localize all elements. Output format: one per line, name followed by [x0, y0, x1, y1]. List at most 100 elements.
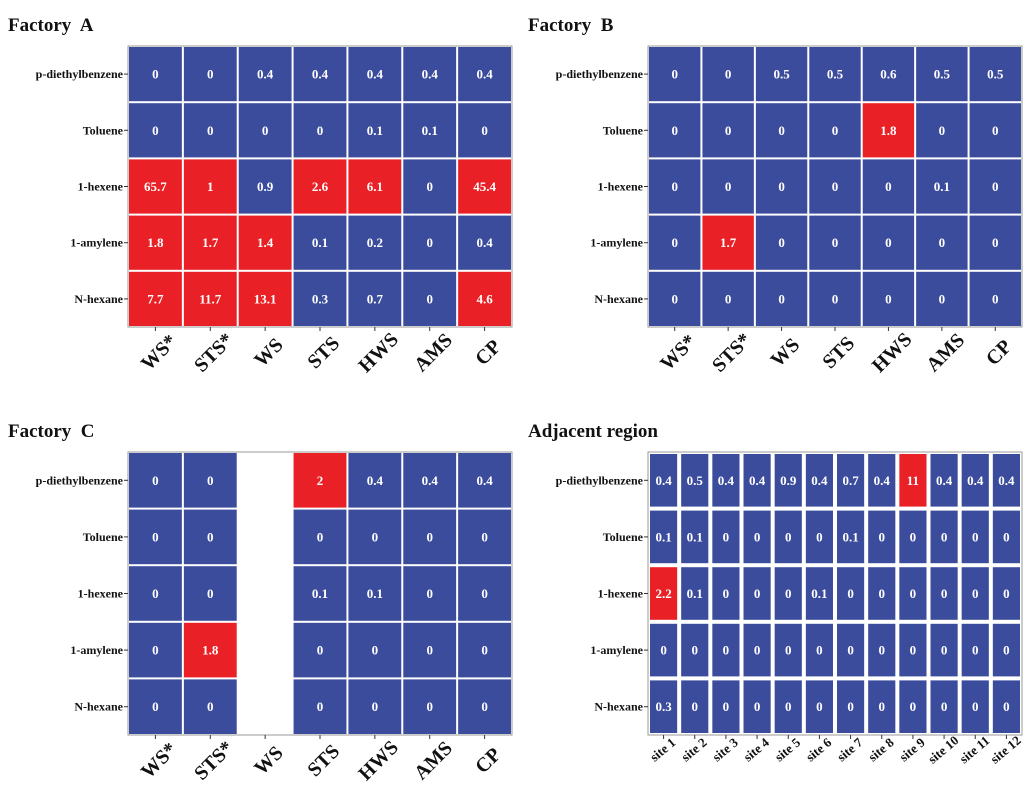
cell-value-label: 0 — [941, 529, 948, 544]
row-label: p-diethylbenzene — [556, 473, 644, 487]
heatmap-cell-toluene-ws-star — [649, 103, 701, 158]
column-label: AMS — [410, 737, 457, 784]
cell-value-label: 0 — [317, 643, 324, 658]
row-label: Toluene — [83, 530, 124, 544]
cell-value-label: 0 — [832, 179, 839, 194]
cell-value-label: 0 — [754, 699, 761, 714]
cell-value-label: 0.1 — [312, 235, 328, 250]
heatmap-cell-n-hexane-sts-star — [183, 679, 237, 734]
row-label: N-hexane — [594, 292, 643, 306]
heatmap-cell-1-amylene-ams — [403, 215, 457, 270]
heatmap-cell-1-amylene-site-4 — [743, 623, 771, 677]
heatmap-cell-p-diethylbenzene-hws — [348, 453, 402, 508]
heatmap-cell-1-hexene-ws — [755, 159, 808, 214]
heatmap-cell-1-hexene-site-5 — [774, 567, 802, 620]
heatmap-cell-toluene-site-8 — [868, 510, 896, 564]
column-label: WS* — [656, 330, 701, 375]
column-label: STS* — [708, 329, 756, 377]
heatmap-cell-1-hexene-site-6 — [805, 567, 833, 620]
row-label: N-hexane — [74, 700, 123, 714]
heatmap-cell-n-hexane-sts — [809, 271, 861, 326]
cell-value-label: 0 — [816, 699, 823, 714]
heatmap-cell-toluene-site-6 — [805, 510, 833, 564]
cell-value-label: 0 — [1003, 699, 1010, 714]
heatmap-cell-1-hexene-site-11 — [961, 567, 989, 620]
cell-value-label: 0 — [426, 291, 433, 306]
cell-value-label: 1.4 — [257, 235, 274, 250]
cell-value-label: 0.4 — [367, 67, 384, 82]
cell-value-label: 0.1 — [655, 529, 671, 544]
cell-value-label: 0 — [372, 529, 379, 544]
cell-value-label: 0 — [481, 699, 488, 714]
heatmap-panel: 0 0 2 0.4 0.4 0.4 0 0 0 0 0 0 0 0 0.1 0.1 0 0 0 1.8 0 0 0 0 0 0 0 0… — [36, 451, 513, 785]
cell-value-label: 13.1 — [254, 291, 277, 306]
cell-value-label: 0.4 — [811, 473, 828, 488]
cell-value-label: 0 — [152, 67, 159, 82]
cell-value-label: 1.8 — [202, 643, 219, 658]
heatmap-cell-p-diethylbenzene-site-10 — [930, 454, 958, 507]
cell-value-label: 0 — [972, 643, 979, 658]
cell-value-label: 0 — [778, 235, 785, 250]
row-label: N-hexane — [74, 292, 123, 306]
cell-value-label: 0.3 — [655, 699, 672, 714]
cell-value-label: 0 — [426, 699, 433, 714]
heatmap-cell-1-amylene-ws — [755, 215, 808, 270]
heatmap-cell-toluene-ws — [238, 103, 292, 158]
heatmap-cell-1-amylene-site-10 — [930, 623, 958, 677]
row-label: p-diethylbenzene — [36, 473, 124, 487]
row-label: 1-hexene — [598, 180, 644, 194]
column-label: site 4 — [740, 734, 772, 764]
heatmap-cell-n-hexane-site-12 — [992, 680, 1020, 733]
heatmap-cell-n-hexane-ws — [755, 271, 808, 326]
cell-value-label: 0 — [317, 123, 324, 138]
heatmap-cell-toluene-site-9 — [899, 510, 927, 564]
heatmap-cell-n-hexane-sts — [293, 679, 347, 734]
heatmap-cell-toluene-site-11 — [961, 510, 989, 564]
heatmap-cell-n-hexane-site-3 — [712, 680, 740, 733]
cell-value-label: 6.1 — [367, 179, 383, 194]
cell-value-label: 0 — [778, 123, 785, 138]
heatmap-cell-toluene-sts — [293, 509, 347, 565]
cell-value-label: 0 — [992, 123, 999, 138]
heatmap-cell-n-hexane-ws-star — [649, 271, 701, 326]
cell-value-label: 0 — [816, 643, 823, 658]
cell-value-label: 0 — [692, 699, 699, 714]
heatmap-cell-p-diethylbenzene-site-1 — [650, 454, 678, 507]
heatmap-cell-p-diethylbenzene-hws — [862, 47, 915, 102]
cell-value-label: 0.4 — [749, 473, 766, 488]
cell-value-label: 0 — [207, 699, 214, 714]
column-label: STS — [818, 332, 859, 373]
cell-value-label: 0.4 — [998, 473, 1015, 488]
heatmap-cell-p-diethylbenzene-ams — [403, 47, 457, 102]
cell-value-label: 1.8 — [147, 235, 164, 250]
heatmap-cell-1-hexene-cp — [969, 159, 1021, 214]
heatmap-cell-n-hexane-site-8 — [868, 680, 896, 733]
cell-value-label: 11 — [907, 473, 919, 488]
cell-value-label: 0 — [939, 123, 946, 138]
heatmap-cell-1-hexene-site-4 — [743, 567, 771, 620]
column-label: site 8 — [865, 734, 897, 764]
heatmap-cell-1-amylene-sts — [809, 215, 861, 270]
cell-value-label: 65.7 — [144, 179, 167, 194]
cell-value-label: 0.1 — [312, 586, 328, 601]
column-label: CP — [982, 336, 1016, 370]
heatmap-cell-n-hexane-site-10 — [930, 680, 958, 733]
heatmap-cell-toluene-site-3 — [712, 510, 740, 564]
cell-value-label: 0 — [481, 529, 488, 544]
column-label: site 11 — [956, 733, 992, 767]
row-label: 1-hexene — [78, 180, 124, 194]
cell-value-label: 0 — [671, 179, 678, 194]
heatmap-cell-1-hexene-site-10 — [930, 567, 958, 620]
heatmap-cell-p-diethylbenzene-ws — [755, 47, 808, 102]
column-label: site 3 — [709, 734, 741, 764]
cell-value-label: 0.4 — [422, 67, 439, 82]
heatmap-cell-p-diethylbenzene-hws — [348, 47, 402, 102]
heatmap-cell-1-hexene-site-8 — [868, 567, 896, 620]
column-label: HWS — [868, 328, 917, 377]
column-label: site 2 — [678, 735, 709, 765]
cell-value-label: 0.7 — [842, 473, 859, 488]
cell-value-label: 0.1 — [687, 529, 703, 544]
cell-value-label: 0 — [885, 291, 892, 306]
heatmap-cell-1-hexene-sts-star — [183, 566, 237, 621]
heatmap-cell-1-amylene-cp — [969, 215, 1021, 270]
